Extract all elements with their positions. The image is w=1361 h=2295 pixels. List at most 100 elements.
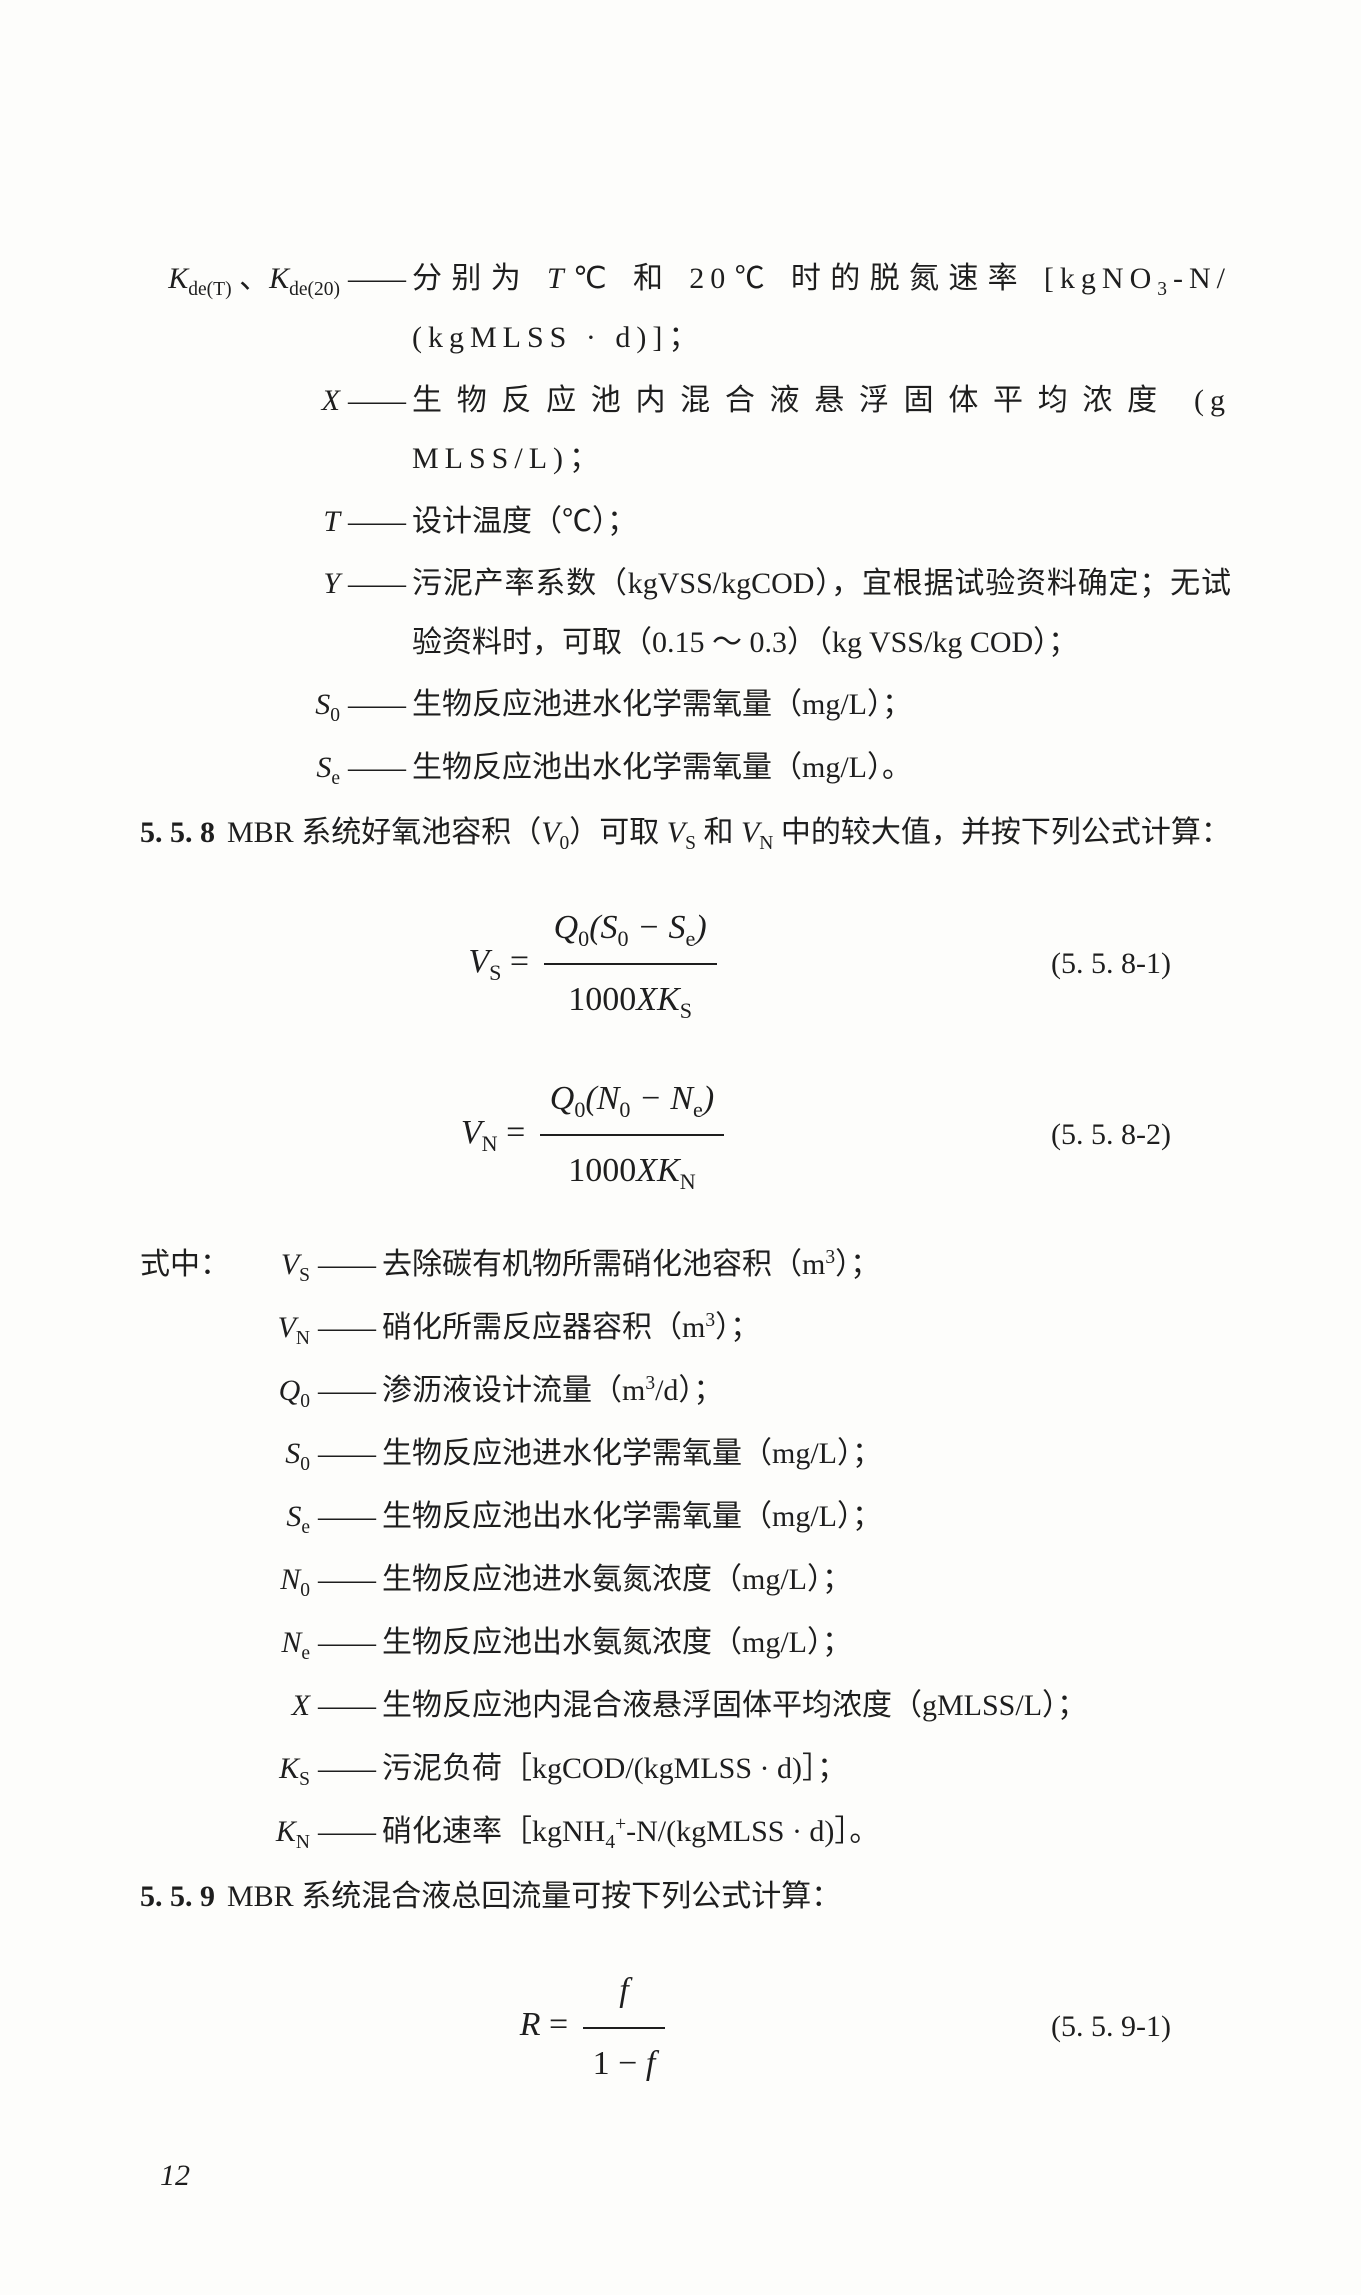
- def-symbol: Se: [240, 1488, 310, 1547]
- def-text: 生物反应池进水化学需氧量（mg/L）；: [382, 1425, 1231, 1484]
- def-symbol: N0: [240, 1551, 310, 1610]
- def-row: Kde(T) 、Kde(20)——分别为 T℃ 和 20℃ 时的脱氮速率 [kg…: [140, 250, 1231, 368]
- def-symbol: VN: [240, 1299, 310, 1358]
- def-dash: ——: [318, 1299, 374, 1358]
- def-dash: ——: [348, 493, 404, 552]
- def-dash: ——: [348, 372, 404, 489]
- def-lead: 式中：: [140, 1236, 240, 1295]
- page-number: 12: [160, 2147, 1231, 2206]
- def-row: N0——生物反应池进水氨氮浓度（mg/L）；: [140, 1551, 1231, 1610]
- secnum-558: 5. 5. 8: [140, 816, 215, 849]
- def-text: 生物反应池出水氨氮浓度（mg/L）；: [382, 1614, 1231, 1673]
- def-row: T——设计温度（℃）；: [140, 493, 1231, 552]
- def-lead: [140, 1488, 240, 1547]
- def-text: 生物反应池进水化学需氧量（mg/L）；: [412, 676, 1231, 735]
- secnum-559: 5. 5. 9: [140, 1880, 215, 1913]
- def-text: 生物反应池内混合液悬浮固体平均浓度 (g MLSS/L)；: [412, 372, 1231, 489]
- def-lead: [140, 1677, 240, 1736]
- def-lead: [140, 1362, 240, 1421]
- eq3-den: 1 − f: [583, 2029, 666, 2097]
- def-row: S0——生物反应池进水化学需氧量（mg/L）；: [140, 1425, 1231, 1484]
- def-symbol: Ne: [240, 1614, 310, 1673]
- para-558: 5. 5. 8 MBR 系统好氧池容积（V0）可取 VS 和 VN 中的较大值，并…: [140, 804, 1231, 863]
- eq2-label: (5. 5. 8-2): [1051, 1106, 1171, 1165]
- def-text: 渗沥液设计流量（m3/d）；: [382, 1362, 1231, 1421]
- def-lead: [140, 1425, 240, 1484]
- def-row: X——生物反应池内混合液悬浮固体平均浓度 (g MLSS/L)；: [140, 372, 1231, 489]
- definitions-block-2: 式中：VS——去除碳有机物所需硝化池容积（m3）；VN——硝化所需反应器容积（m…: [140, 1236, 1231, 1862]
- eq1-num: Q0(S0 − Se): [544, 895, 717, 965]
- eq3-num: f: [583, 1958, 666, 2028]
- para-559: 5. 5. 9 MBR 系统混合液总回流量可按下列公式计算：: [140, 1868, 1231, 1927]
- def-text: 生物反应池出水化学需氧量（mg/L）；: [382, 1488, 1231, 1547]
- def-text: 污泥负荷［kgCOD/(kgMLSS · d)］；: [382, 1740, 1231, 1799]
- def-symbol: Y: [140, 555, 340, 672]
- def-row: Q0——渗沥液设计流量（m3/d）；: [140, 1362, 1231, 1421]
- def-symbol: Q0: [240, 1362, 310, 1421]
- def-lead: [140, 1614, 240, 1673]
- def-text: 生物反应池内混合液悬浮固体平均浓度（gMLSS/L）；: [382, 1677, 1231, 1736]
- def-symbol: S0: [240, 1425, 310, 1484]
- page: Kde(T) 、Kde(20)——分别为 T℃ 和 20℃ 时的脱氮速率 [kg…: [0, 0, 1361, 2295]
- def-symbol: T: [140, 493, 340, 552]
- definitions-block-1: Kde(T) 、Kde(20)——分别为 T℃ 和 20℃ 时的脱氮速率 [kg…: [140, 250, 1231, 798]
- def-lead: [140, 1803, 240, 1862]
- def-row: S0——生物反应池进水化学需氧量（mg/L）；: [140, 676, 1231, 735]
- def-dash: ——: [318, 1551, 374, 1610]
- sectext-559: MBR 系统混合液总回流量可按下列公式计算：: [227, 1880, 841, 1913]
- eq2-num: Q0(N0 − Ne): [540, 1066, 724, 1136]
- def-row: 式中：VS——去除碳有机物所需硝化池容积（m3）；: [140, 1236, 1231, 1295]
- def-symbol: KS: [240, 1740, 310, 1799]
- def-text: 去除碳有机物所需硝化池容积（m3）；: [382, 1236, 1231, 1295]
- equation-559-1: R = f 1 − f (5. 5. 9-1): [140, 1958, 1231, 2097]
- equation-558-1: VS = Q0(S0 − Se) 1000XKS (5. 5. 8-1): [140, 895, 1231, 1034]
- def-row: KS——污泥负荷［kgCOD/(kgMLSS · d)］；: [140, 1740, 1231, 1799]
- def-text: 分别为 T℃ 和 20℃ 时的脱氮速率 [kgNO3-N/ (kgMLSS · …: [412, 250, 1231, 368]
- def-lead: [140, 1551, 240, 1610]
- def-lead: [140, 1740, 240, 1799]
- def-symbol: S0: [140, 676, 340, 735]
- eq2-lhs: VN: [461, 1114, 498, 1151]
- def-dash: ——: [348, 250, 404, 368]
- def-dash: ——: [318, 1236, 374, 1295]
- def-dash: ——: [318, 1488, 374, 1547]
- def-text: 设计温度（℃）；: [412, 493, 1231, 552]
- eq3-lhs: R: [520, 2006, 541, 2043]
- def-dash: ——: [348, 676, 404, 735]
- eq1-label: (5. 5. 8-1): [1051, 935, 1171, 994]
- def-text: 生物反应池出水化学需氧量（mg/L）。: [412, 739, 1231, 798]
- sectext-558: MBR 系统好氧池容积（V0）可取 VS 和 VN 中的较大值，并按下列公式计算…: [227, 816, 1231, 849]
- def-row: X——生物反应池内混合液悬浮固体平均浓度（gMLSS/L）；: [140, 1677, 1231, 1736]
- eq-body-3: R = f 1 − f: [140, 1958, 1051, 2097]
- def-row: Ne——生物反应池出水氨氮浓度（mg/L）；: [140, 1614, 1231, 1673]
- def-dash: ——: [348, 739, 404, 798]
- def-symbol: VS: [240, 1236, 310, 1295]
- def-dash: ——: [318, 1425, 374, 1484]
- def-row: VN——硝化所需反应器容积（m3）；: [140, 1299, 1231, 1358]
- def-dash: ——: [318, 1677, 374, 1736]
- eq-body-1: VS = Q0(S0 − Se) 1000XKS: [140, 895, 1051, 1034]
- def-text: 硝化所需反应器容积（m3）；: [382, 1299, 1231, 1358]
- def-dash: ——: [318, 1803, 374, 1862]
- def-dash: ——: [318, 1614, 374, 1673]
- def-symbol: X: [240, 1677, 310, 1736]
- def-row: Se——生物反应池出水化学需氧量（mg/L）。: [140, 739, 1231, 798]
- def-symbol: Se: [140, 739, 340, 798]
- def-row: Se——生物反应池出水化学需氧量（mg/L）；: [140, 1488, 1231, 1547]
- eq2-den: 1000XKN: [540, 1136, 724, 1204]
- def-symbol: KN: [240, 1803, 310, 1862]
- def-symbol: Kde(T) 、Kde(20): [140, 250, 340, 368]
- eq3-label: (5. 5. 9-1): [1051, 1998, 1171, 2057]
- def-text: 污泥产率系数（kgVSS/kgCOD），宜根据试验资料确定；无试验资料时，可取（…: [412, 555, 1231, 672]
- def-text: 硝化速率［kgNH4+-N/(kgMLSS · d)］。: [382, 1803, 1231, 1862]
- def-lead: [140, 1299, 240, 1358]
- def-row: KN——硝化速率［kgNH4+-N/(kgMLSS · d)］。: [140, 1803, 1231, 1862]
- def-dash: ——: [318, 1740, 374, 1799]
- equation-558-2: VN = Q0(N0 − Ne) 1000XKN (5. 5. 8-2): [140, 1066, 1231, 1205]
- def-symbol: X: [140, 372, 340, 489]
- def-dash: ——: [348, 555, 404, 672]
- eq-body-2: VN = Q0(N0 − Ne) 1000XKN: [140, 1066, 1051, 1205]
- eq1-den: 1000XKS: [544, 965, 717, 1033]
- eq1-lhs: VS: [468, 943, 501, 980]
- def-text: 生物反应池进水氨氮浓度（mg/L）；: [382, 1551, 1231, 1610]
